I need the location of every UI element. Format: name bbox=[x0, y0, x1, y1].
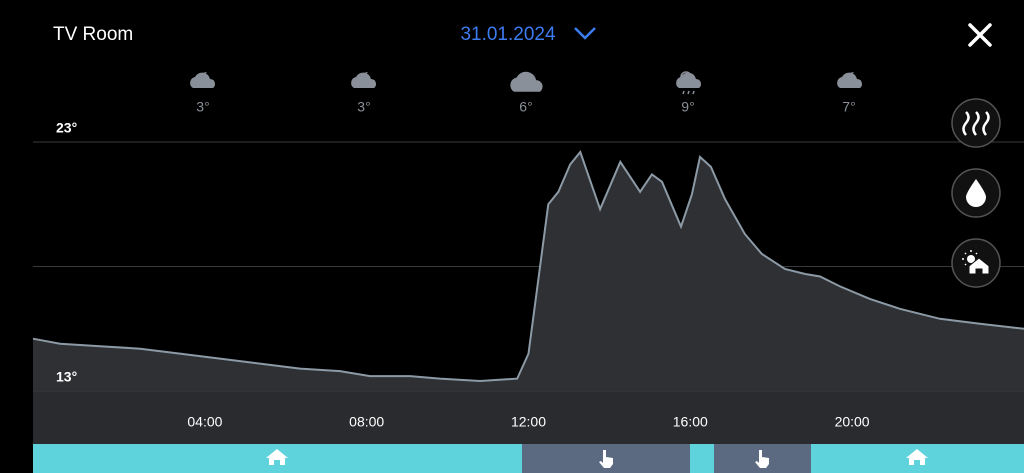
schedule-home bbox=[690, 444, 714, 473]
y-tick-label: 13° bbox=[56, 369, 77, 385]
x-tick-label: 16:00 bbox=[673, 414, 708, 430]
room-title: TV Room bbox=[53, 24, 133, 45]
x-tick-label: 12:00 bbox=[511, 414, 546, 430]
close-button[interactable] bbox=[968, 23, 992, 47]
weather-temp: 3° bbox=[196, 99, 209, 115]
weather-temp: 9° bbox=[681, 99, 694, 115]
outdoor-icon bbox=[962, 250, 990, 275]
y-tick-label: 23° bbox=[56, 120, 77, 136]
date-chevron[interactable] bbox=[574, 27, 596, 40]
date-picker[interactable]: 31.01.2024 bbox=[460, 24, 556, 45]
x-tick-label: 20:00 bbox=[835, 414, 870, 430]
weather-icon bbox=[676, 71, 701, 95]
weather-temp: 3° bbox=[357, 99, 370, 115]
area-fill bbox=[33, 152, 1024, 391]
home-icon bbox=[906, 449, 928, 465]
weather-temp: 7° bbox=[842, 99, 855, 115]
hand-icon bbox=[599, 450, 613, 468]
chart: 13° 23° 04:00 08:00 12:00 16:00 20:00 bbox=[32, 120, 1024, 430]
temperature-line bbox=[32, 149, 1024, 383]
x-axis-band bbox=[33, 391, 1024, 444]
heating-icon bbox=[962, 111, 990, 136]
hand-icon bbox=[755, 450, 769, 468]
home-icon bbox=[266, 449, 288, 465]
x-tick-label: 04:00 bbox=[187, 414, 222, 430]
drop-icon bbox=[966, 179, 986, 207]
x-tick-label: 08:00 bbox=[349, 414, 384, 430]
weather-temp: 6° bbox=[519, 99, 532, 115]
